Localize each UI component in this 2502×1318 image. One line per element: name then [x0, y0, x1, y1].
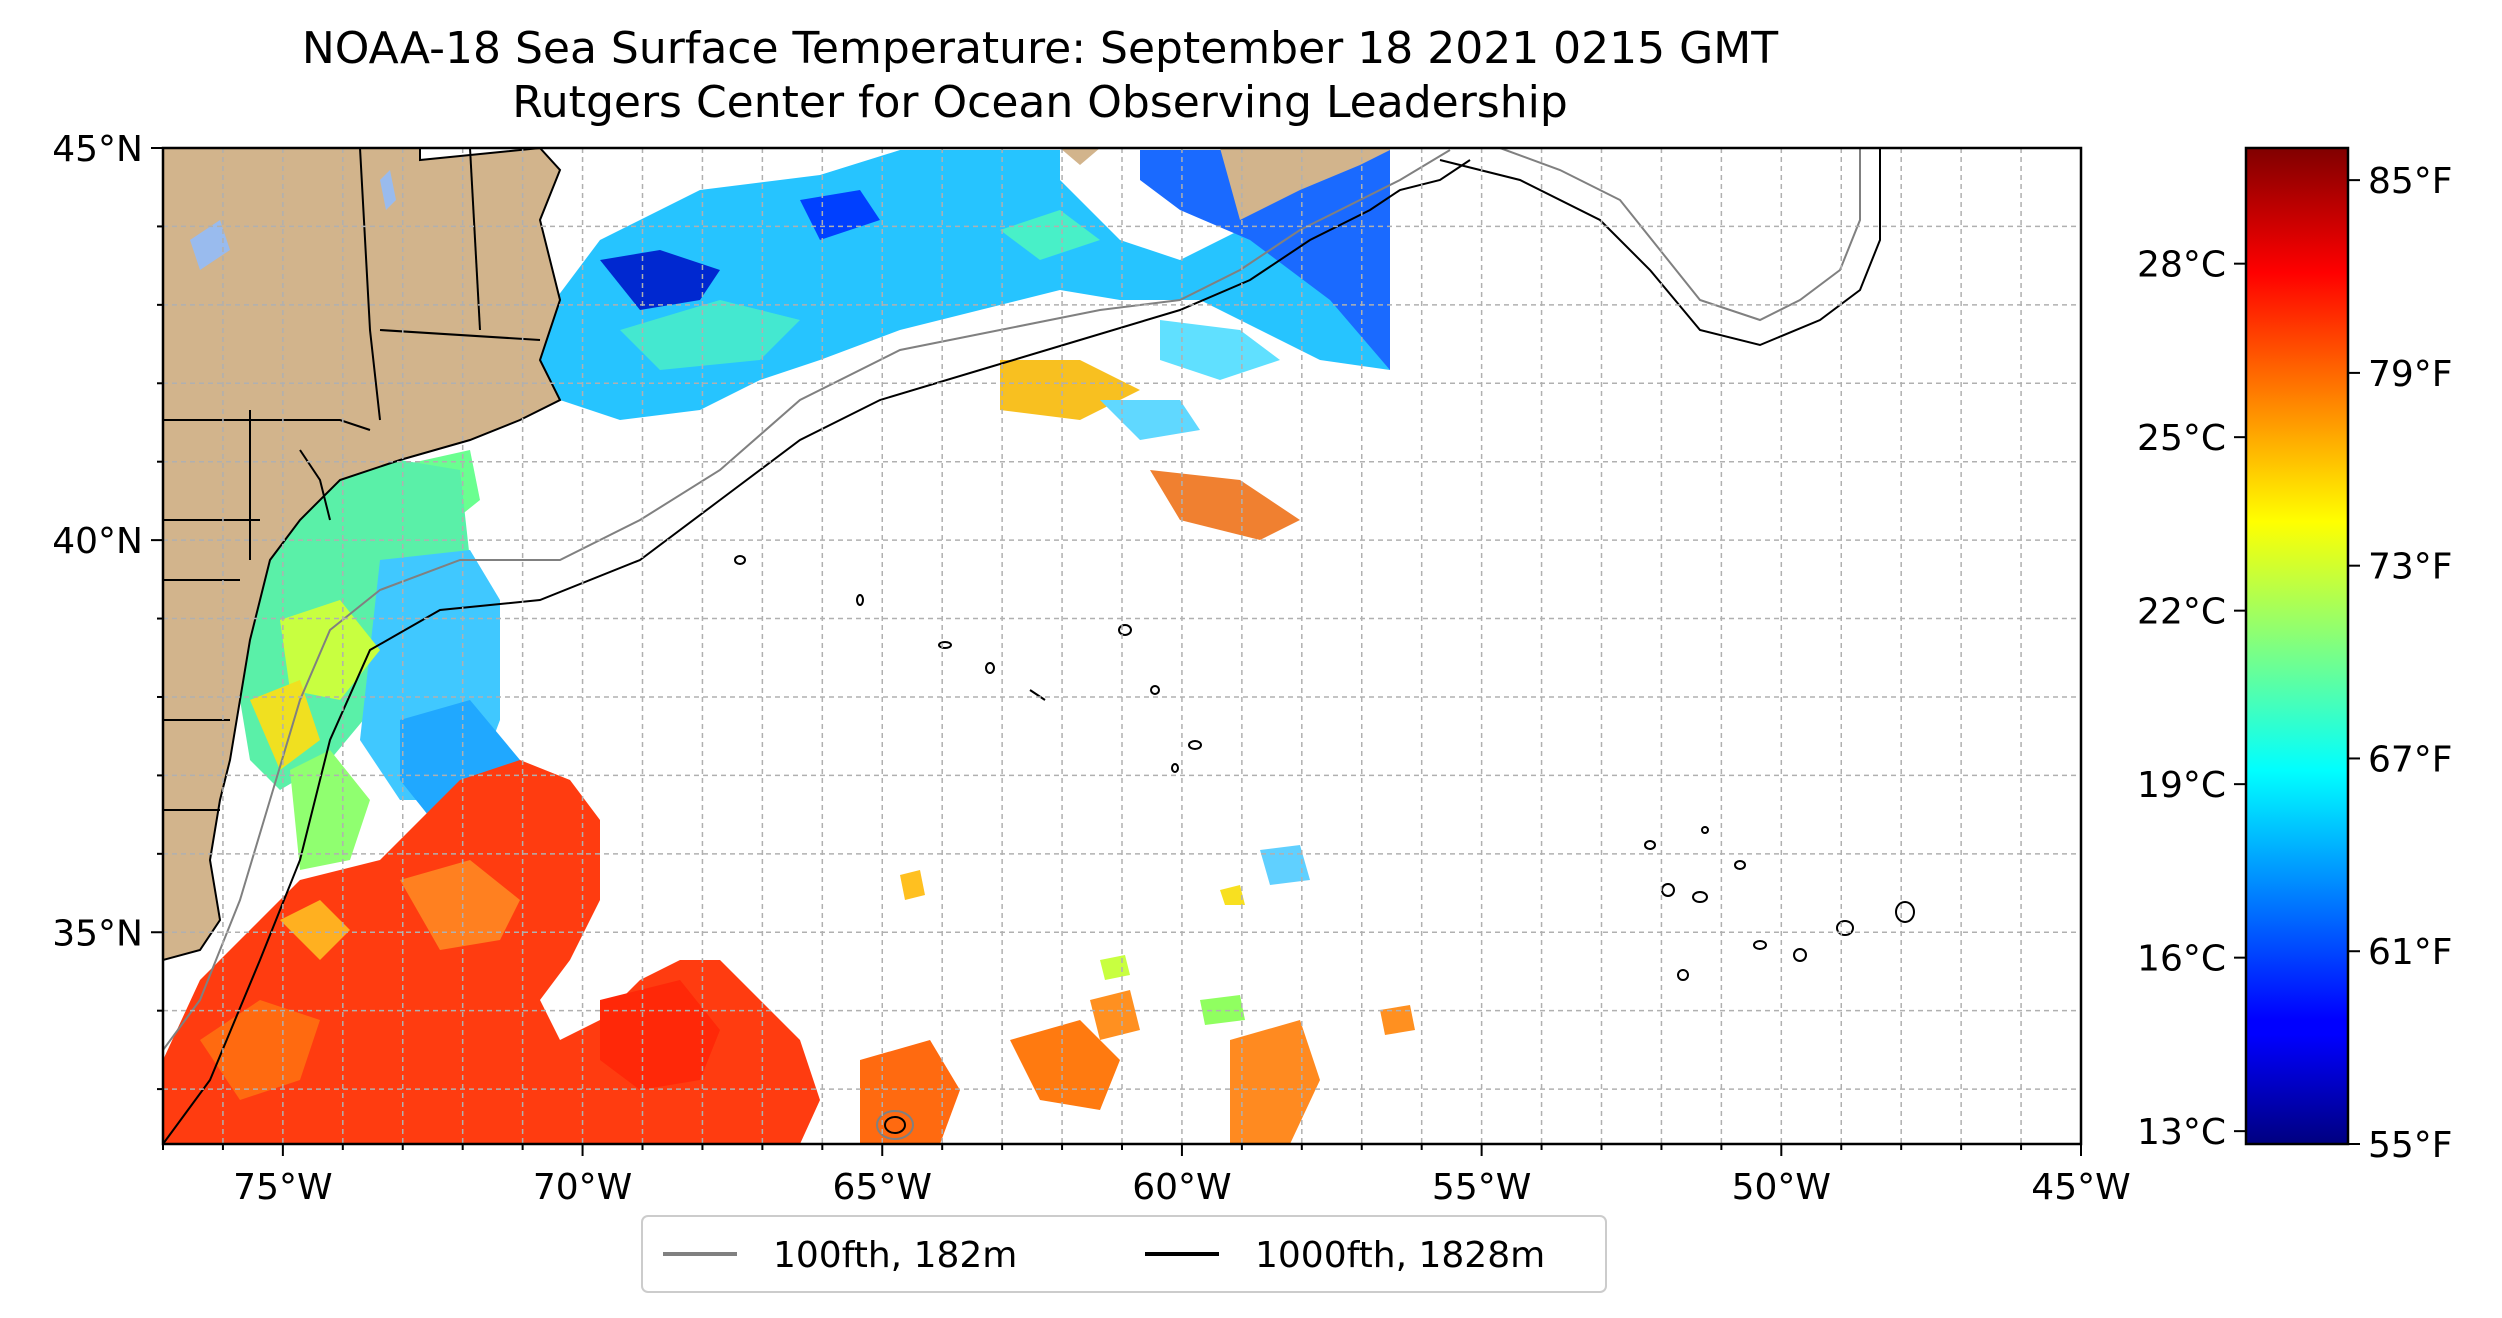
fahrenheit-tick-label: 79°F	[2368, 354, 2453, 395]
celsius-tick-label: 22°C	[2137, 592, 2226, 633]
lat-tick-label: 35°N	[52, 913, 143, 954]
celsius-tick-label: 28°C	[2137, 245, 2226, 286]
colorbar-gradient	[2244, 146, 2350, 1146]
sst-data-south	[163, 760, 1415, 1144]
lon-tick-label: 45°W	[2031, 1167, 2130, 1208]
fahrenheit-tick-label: 61°F	[2368, 932, 2453, 973]
lat-tick-label: 40°N	[52, 521, 143, 562]
lat-tick-label: 45°N	[52, 129, 143, 170]
colorbar: 28°C 25°C 22°C 19°C 16°C 13°C 85°F 79°F 73°F 67°…	[2137, 146, 2453, 1166]
lon-tick-label: 75°W	[233, 1167, 332, 1208]
map-panel	[163, 148, 2081, 1144]
colorbar-fahrenheit-ticks: 85°F 79°F 73°F 67°F 61°F 55°F	[2348, 161, 2453, 1166]
lon-tick-label: 65°W	[833, 1167, 932, 1208]
fahrenheit-tick-label: 73°F	[2368, 547, 2453, 588]
legend: 100fth, 182m 1000fth, 1828m	[641, 1215, 1607, 1293]
lon-tick-label: 55°W	[1432, 1167, 1531, 1208]
celsius-tick-label: 13°C	[2137, 1112, 2226, 1153]
state-borders	[163, 148, 541, 811]
fahrenheit-tick-label: 67°F	[2368, 739, 2453, 780]
legend-label-1000fth: 1000fth, 1828m	[1255, 1235, 1545, 1276]
legend-label-100fth: 100fth, 182m	[773, 1235, 1017, 1276]
celsius-tick-label: 25°C	[2137, 418, 2226, 459]
map-title: NOAA-18 Sea Surface Temperature: Septemb…	[0, 22, 2080, 130]
subtitle-line: Rutgers Center for Ocean Observing Leade…	[512, 77, 1568, 128]
bathymetry-contours	[163, 148, 1881, 1144]
longitude-axis: 75°W 70°W 65°W 60°W 55°W 50°W 45°W	[162, 1144, 2131, 1208]
lon-tick-label: 70°W	[533, 1167, 632, 1208]
land	[163, 148, 1390, 962]
fahrenheit-tick-label: 85°F	[2368, 161, 2453, 202]
title-line: NOAA-18 Sea Surface Temperature: Septemb…	[301, 23, 1779, 74]
sst-data-north	[240, 150, 1390, 870]
latitude-axis: 45°N 40°N 35°N	[52, 129, 163, 1091]
fahrenheit-tick-label: 55°F	[2368, 1125, 2453, 1166]
lon-tick-label: 50°W	[1732, 1167, 1831, 1208]
celsius-tick-label: 19°C	[2137, 765, 2226, 806]
celsius-tick-label: 16°C	[2137, 939, 2226, 980]
gridlines	[163, 148, 2081, 1144]
colorbar-celsius-ticks: 28°C 25°C 22°C 19°C 16°C 13°C	[2137, 245, 2246, 1153]
seamounts	[734, 555, 1915, 1140]
legend-box	[641, 1215, 1607, 1293]
lon-tick-label: 60°W	[1132, 1167, 1231, 1208]
